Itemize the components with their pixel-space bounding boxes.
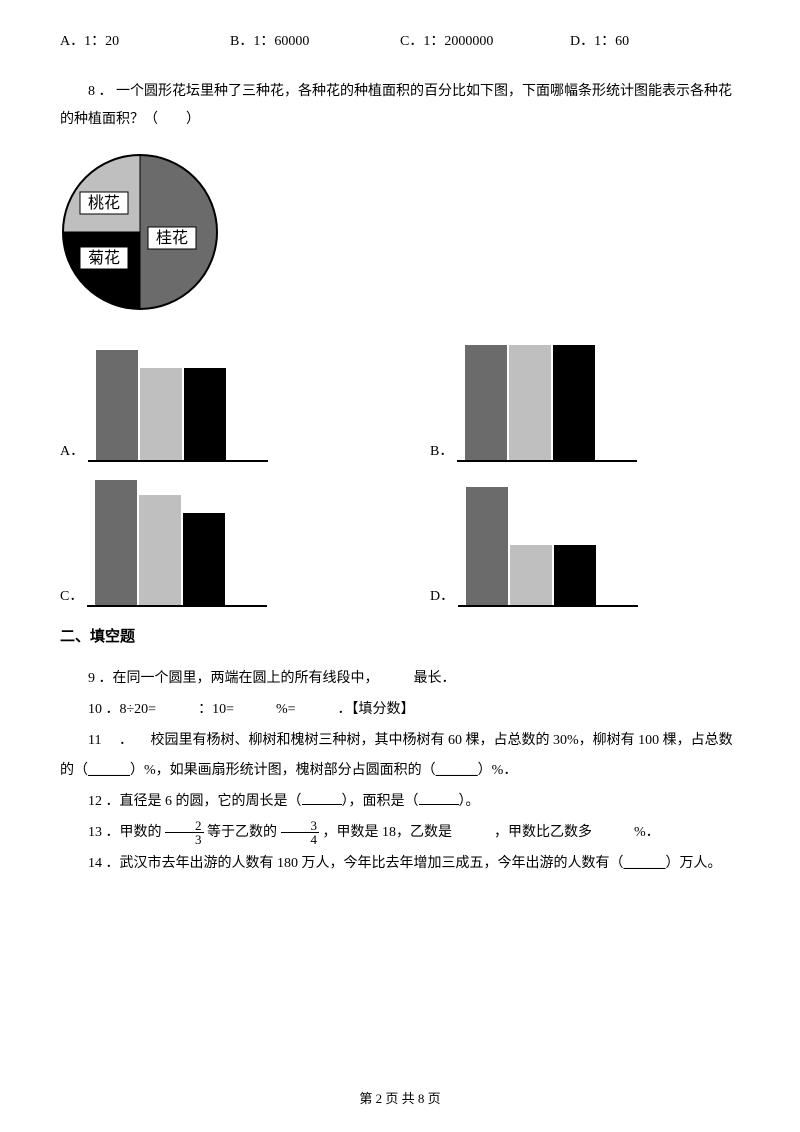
bar <box>554 545 596 605</box>
q14-blank: ______ <box>624 856 666 871</box>
question-14: 14 ．武汉市去年出游的人数有 180 万人，今年比去年增加三成五，今年出游的人… <box>60 849 740 880</box>
question-10: 10 ．8÷20= ：10= %= ．【填分数】 <box>60 695 740 726</box>
option-c: C．1：2000000 <box>400 30 570 50</box>
q12-blank1 <box>302 791 342 805</box>
bar <box>510 545 552 605</box>
option-d: D．1：60 <box>570 30 740 50</box>
pie-svg: 桃花 桂花 菊花 <box>60 152 220 312</box>
q12-mid: ），面积是（ <box>342 794 419 809</box>
question-12: 12 ．直径是 6 的圆，它的周长是（ ），面积是（ ）。 <box>60 787 740 818</box>
question-13: 13 ．甲数的 2 3 等于乙数的 3 4 ，甲数是 18，乙数是 ，甲数比乙数… <box>60 818 740 849</box>
question-9: 9 ．在同一个圆里，两端在圆上的所有线段中， 最长． <box>60 664 740 695</box>
bar-chart-b <box>457 332 637 462</box>
bar <box>465 345 507 460</box>
bar <box>466 487 508 605</box>
bar <box>184 368 226 460</box>
q14-prefix: 14 ．武汉市去年出游的人数有 180 万人，今年比去年增加三成五，今年出游的人… <box>88 856 624 871</box>
q13-frac2-num: 3 <box>281 819 320 833</box>
q12-prefix: 12 ．直径是 6 的圆，它的周长是（ <box>88 794 302 809</box>
q13-fraction-1: 2 3 <box>165 819 204 846</box>
q11-part2: ）%，如果画扇形统计图，槐树部分占圆面积的（ <box>130 763 436 778</box>
pie-slice-juhua <box>63 232 140 309</box>
q13-frac2-den: 4 <box>281 833 320 846</box>
pie-chart: 桃花 桂花 菊花 <box>60 152 740 312</box>
question-11: 11 ． 校园里有杨树、柳树和槐树三种树，其中杨树有 60 棵，占总数的 30%… <box>60 726 740 788</box>
label-guihua: 桂花 <box>156 229 188 247</box>
bar <box>140 368 182 460</box>
section-2-heading: 二、填空题 <box>60 625 740 646</box>
bar-chart-c <box>87 477 267 607</box>
q7-options: A．1：20 B．1：60000 C．1：2000000 D．1：60 <box>60 30 740 50</box>
bar-option-b: B． <box>430 332 740 462</box>
q11-blank1: ______ <box>88 763 130 778</box>
bar-chart-a <box>88 332 268 462</box>
bar-option-d: D． <box>430 477 740 607</box>
q14-suffix: ）万人。 <box>666 856 722 871</box>
q13-mid2: ，甲数是 18，乙数是 ，甲数比乙数多 %． <box>323 825 660 840</box>
bar-chart-d <box>458 477 638 607</box>
q13-fraction-2: 3 4 <box>281 819 320 846</box>
q13-mid1: 等于乙数的 <box>207 825 277 840</box>
q11-part3: ）%． <box>478 763 518 778</box>
label-taohua: 桃花 <box>88 194 120 212</box>
bar <box>183 513 225 605</box>
q13-prefix: 13 ．甲数的 <box>88 825 162 840</box>
bar <box>509 345 551 460</box>
question-8: 8 ． 一个圆形花坛里种了三种花，各种花的种植面积的百分比如下图，下面哪幅条形统… <box>60 78 740 134</box>
bar <box>139 495 181 605</box>
bar-option-a: A． <box>60 332 370 462</box>
page-footer: 第 2 页 共 8 页 <box>0 1088 800 1107</box>
label-juhua: 菊花 <box>88 249 120 267</box>
q13-frac1-den: 3 <box>165 833 204 846</box>
bar <box>95 480 137 605</box>
bar-label-a: A． <box>60 440 84 460</box>
q12-suffix: ）。 <box>459 794 480 809</box>
bar-label-c: C． <box>60 585 83 605</box>
q13-frac1-num: 2 <box>165 819 204 833</box>
bar-options-grid: A． B． C． D． <box>60 332 740 607</box>
q12-blank2 <box>419 791 459 805</box>
option-b: B．1：60000 <box>230 30 400 50</box>
bar-label-b: B． <box>430 440 453 460</box>
bar <box>553 345 595 460</box>
bar-label-d: D． <box>430 585 454 605</box>
bar-option-c: C． <box>60 477 370 607</box>
option-a: A．1：20 <box>60 30 230 50</box>
bar <box>96 350 138 460</box>
q11-blank2: ______ <box>436 763 478 778</box>
